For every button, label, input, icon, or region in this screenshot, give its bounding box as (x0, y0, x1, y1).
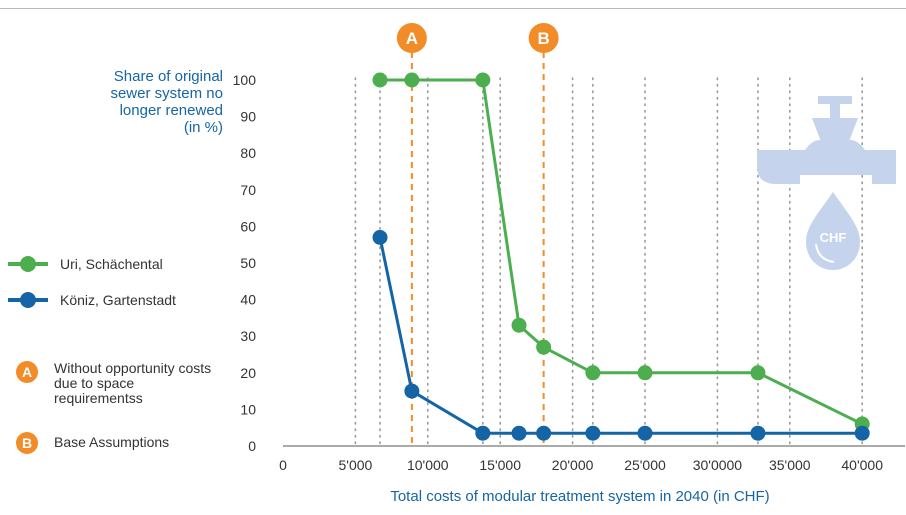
series-0-point-1 (404, 72, 420, 88)
series-0-point-4 (536, 339, 552, 355)
x-tick-label-4: 20'000 (552, 457, 594, 473)
x-tick-label-5: 25'000 (624, 457, 666, 473)
x-axis-title: Total costs of modular treatment system … (390, 488, 770, 505)
y-tick-label-2: 20 (240, 365, 256, 381)
y-tick-label-4: 40 (240, 292, 256, 308)
x-tick-label-1: 5'000 (338, 457, 372, 473)
svg-text:CHF: CHF (820, 230, 847, 245)
y-tick-label-5: 50 (240, 255, 256, 271)
note-a: A Without opportunity costs due to space… (16, 361, 224, 406)
series-0-point-2 (475, 72, 491, 88)
faucet-drop-icon: CHF (757, 96, 896, 270)
note-b-text: Base Assumptions (54, 434, 170, 450)
marker-badge-label-a: A (406, 29, 418, 48)
y-tick-label-9: 90 (240, 109, 256, 125)
series-1-point-0 (372, 229, 388, 245)
x-tick-label-0: 0 (279, 457, 287, 473)
series-1-point-6 (637, 425, 653, 441)
series-1-point-8 (854, 425, 870, 441)
y-tick-label-6: 60 (240, 218, 256, 234)
y-axis-title-line-3: longer renewed (119, 102, 223, 119)
series-1-point-2 (475, 425, 491, 441)
legend-swatch-koniz (8, 292, 48, 308)
series-1-point-3 (511, 425, 527, 441)
y-tick-label-8: 80 (240, 145, 256, 161)
series-0-point-0 (372, 72, 388, 88)
series-0-point-7 (750, 365, 766, 381)
top-rule (0, 8, 906, 9)
legend-item-koniz: Köniz, Gartenstadt (8, 292, 176, 308)
note-a-badge: A (16, 361, 38, 383)
x-tick-label-3: 15'000 (479, 457, 521, 473)
y-axis-title-line-1: Share of original (113, 68, 223, 85)
x-tick-label-2: 10'000 (407, 457, 449, 473)
y-axis-title: Share of original sewer system no longer… (43, 68, 223, 136)
series-1-point-1 (404, 383, 420, 399)
x-tick-label-7: 35'000 (769, 457, 811, 473)
legend-item-uri: Uri, Schächental (8, 256, 163, 272)
series-1-point-7 (750, 425, 766, 441)
series-1-point-4 (536, 425, 552, 441)
note-a-text: Without opportunity costs due to space r… (54, 360, 212, 406)
series-0-point-6 (637, 365, 653, 381)
legend-label-koniz: Köniz, Gartenstadt (60, 292, 176, 308)
y-tick-label-7: 70 (240, 182, 256, 198)
note-b: B Base Assumptions (16, 432, 224, 454)
x-tick-label-8: 40'000 (841, 457, 883, 473)
series-1-point-5 (585, 425, 601, 441)
x-tick-label-6: 30'0000 (693, 457, 743, 473)
y-axis-title-line-2: sewer system no (110, 85, 223, 102)
legend-label-uri: Uri, Schächental (60, 256, 163, 272)
marker-badge-label-b: B (537, 29, 549, 48)
y-tick-label-3: 30 (240, 328, 256, 344)
y-tick-label-10: 100 (233, 72, 257, 88)
marker-badge-a (396, 23, 427, 53)
y-axis-title-line-4: (in %) (183, 119, 223, 136)
series-0-point-3 (511, 317, 527, 333)
marker-badge-b (528, 23, 559, 53)
y-tick-label-0: 0 (248, 438, 256, 454)
series-0-point-5 (585, 365, 601, 381)
legend-swatch-uri (8, 256, 48, 272)
note-b-badge: B (16, 432, 38, 454)
y-tick-label-1: 10 (240, 401, 256, 417)
